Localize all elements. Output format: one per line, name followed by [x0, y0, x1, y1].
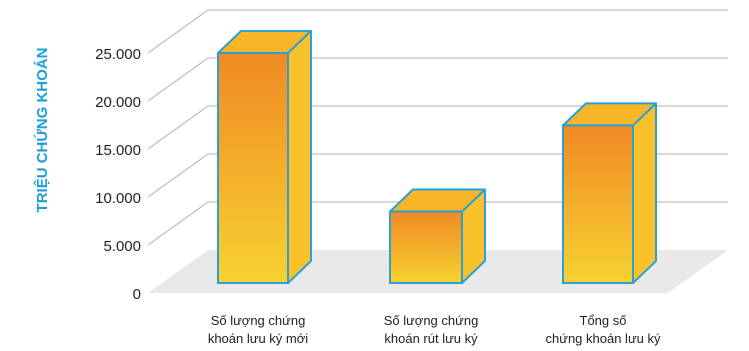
bar [389, 188, 486, 284]
y-tick-label: 15.000 [95, 142, 141, 159]
bar-front [389, 210, 463, 284]
x-category-label: Số lượng chứng khoán lưu ký mới [208, 313, 308, 346]
gridline [147, 57, 728, 102]
y-axis-label: TRIỆU CHỨNG KHOÁN [33, 48, 51, 213]
bar [562, 102, 657, 284]
gridline [147, 105, 728, 150]
y-tick-label: 5.000 [103, 238, 141, 255]
y-tick-label: 10.000 [95, 190, 141, 207]
chart-labels: 0 5.000 10.000 15.000 20.000 25.000 Số lượng c… [95, 46, 661, 346]
gridline [147, 9, 728, 54]
bar-front [562, 124, 634, 284]
bar-front [217, 52, 289, 285]
chart-bars [217, 30, 657, 285]
y-tick-label: 25.000 [95, 46, 141, 63]
gridline [147, 201, 728, 246]
x-category-label: Số lượng chứng khoán rút lưu ký [384, 313, 479, 346]
y-tick-label: 0 [133, 286, 141, 303]
bar-side [287, 30, 312, 284]
gridline [147, 153, 728, 198]
bar [217, 30, 312, 285]
x-category-label: Tổng số chứng khoán lưu ký [546, 313, 661, 346]
bar-side [632, 102, 657, 284]
y-tick-label: 20.000 [95, 94, 141, 111]
